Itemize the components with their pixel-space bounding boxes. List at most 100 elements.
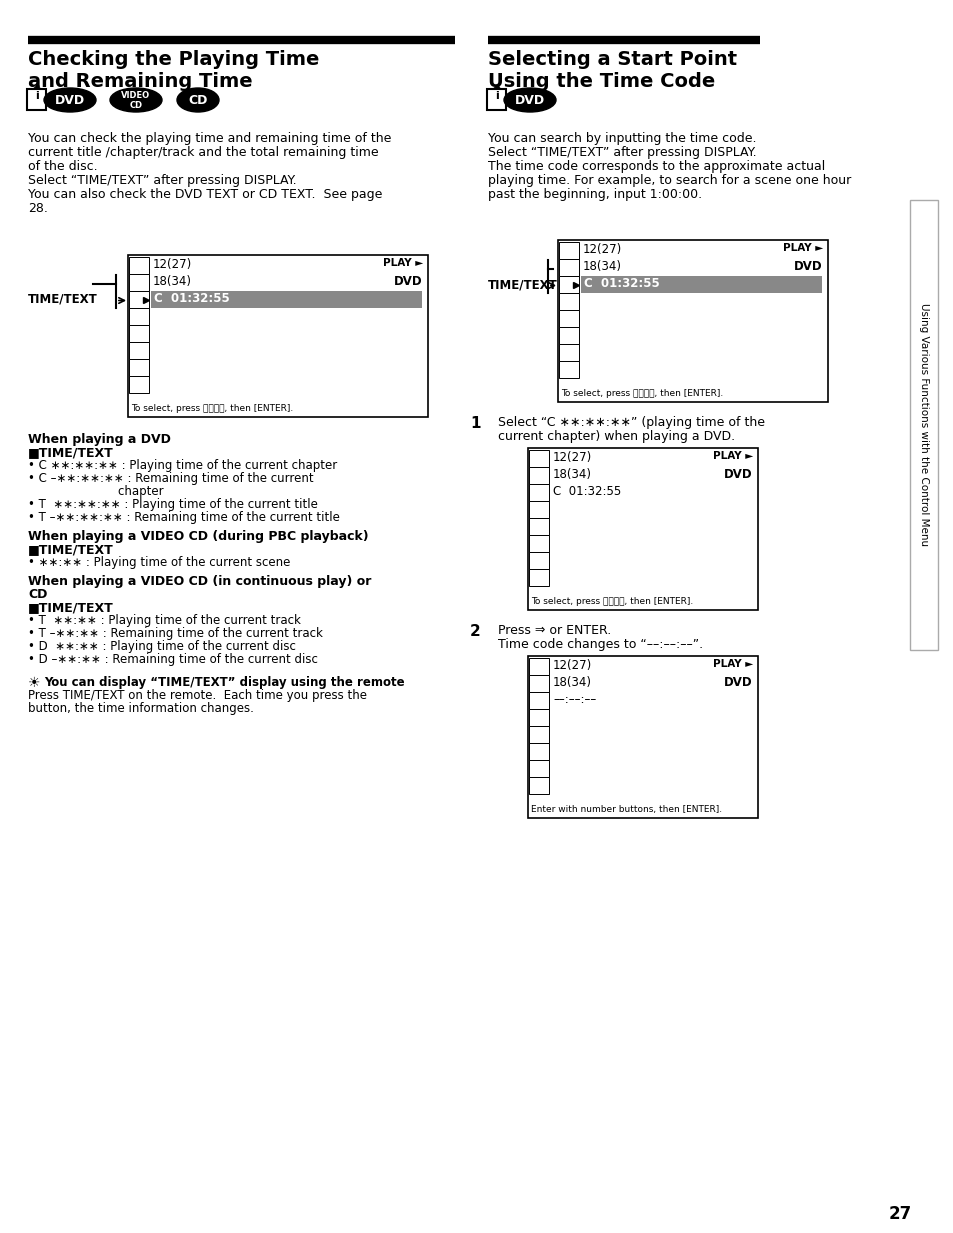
Text: DVD: DVD — [794, 260, 822, 272]
Bar — [558, 327, 578, 344]
Text: PLAY ►: PLAY ► — [781, 243, 822, 253]
Bar — [129, 326, 149, 342]
Text: You can also check the DVD TEXT or CD TEXT.  See page: You can also check the DVD TEXT or CD TE… — [28, 187, 382, 201]
Text: The time code corresponds to the approximate actual: The time code corresponds to the approxi… — [488, 160, 824, 173]
Bar — [529, 552, 548, 568]
Text: You can display “TIME/TEXT” display using the remote: You can display “TIME/TEXT” display usin… — [44, 676, 404, 689]
Bar — [558, 344, 578, 361]
Bar — [129, 308, 149, 326]
Bar — [529, 485, 548, 501]
Text: Time code changes to “––:––:––”.: Time code changes to “––:––:––”. — [497, 637, 702, 651]
Text: i: i — [495, 91, 498, 101]
Text: • T –∗∗:∗∗ : Remaining time of the current track: • T –∗∗:∗∗ : Remaining time of the curre… — [28, 628, 322, 640]
Text: • T –∗∗:∗∗:∗∗ : Remaining time of the current title: • T –∗∗:∗∗:∗∗ : Remaining time of the cu… — [28, 510, 339, 524]
Text: TIME/TEXT: TIME/TEXT — [28, 293, 97, 306]
Ellipse shape — [110, 88, 162, 112]
Bar — [529, 535, 548, 552]
Text: Using Various Functions with the Control Menu: Using Various Functions with the Control… — [918, 303, 928, 546]
Text: 12(27): 12(27) — [582, 243, 621, 256]
Text: Press ⇒ or ENTER.: Press ⇒ or ENTER. — [497, 624, 611, 637]
Text: You can search by inputting the time code.: You can search by inputting the time cod… — [488, 132, 756, 145]
Bar — [558, 309, 578, 327]
Bar — [529, 658, 548, 674]
Text: • ∗∗:∗∗ : Playing time of the current scene: • ∗∗:∗∗ : Playing time of the current sc… — [28, 556, 290, 568]
Text: • T  ∗∗:∗∗ : Playing time of the current track: • T ∗∗:∗∗ : Playing time of the current … — [28, 614, 300, 628]
Bar — [529, 743, 548, 760]
Bar — [558, 259, 578, 276]
Text: To select, press ⓦⓦⓦⓦ, then [ENTER].: To select, press ⓦⓦⓦⓦ, then [ENTER]. — [560, 388, 722, 398]
Text: Select “TIME/TEXT” after pressing DISPLAY.: Select “TIME/TEXT” after pressing DISPLA… — [28, 174, 296, 187]
Text: Press TIME/TEXT on the remote.  Each time you press the: Press TIME/TEXT on the remote. Each time… — [28, 689, 367, 702]
Text: DVD: DVD — [723, 676, 752, 689]
Text: Selecting a Start Point: Selecting a Start Point — [488, 51, 737, 69]
Bar — [558, 242, 578, 259]
Text: DVD: DVD — [55, 94, 85, 106]
Text: current title /chapter/track and the total remaining time: current title /chapter/track and the tot… — [28, 145, 378, 159]
Text: and Remaining Time: and Remaining Time — [28, 72, 253, 91]
Bar — [128, 255, 428, 417]
Text: DVD: DVD — [394, 275, 422, 289]
Text: Select “C ∗∗:∗∗:∗∗” (playing time of the: Select “C ∗∗:∗∗:∗∗” (playing time of the — [497, 416, 764, 429]
Bar — [527, 656, 758, 817]
FancyBboxPatch shape — [28, 89, 47, 110]
Text: • D –∗∗:∗∗ : Remaining time of the current disc: • D –∗∗:∗∗ : Remaining time of the curre… — [28, 653, 317, 666]
Bar — [580, 276, 821, 293]
Bar — [529, 467, 548, 485]
Text: i: i — [35, 91, 39, 101]
Bar — [529, 501, 548, 518]
Text: DVD: DVD — [515, 94, 544, 106]
Text: Enter with number buttons, then [ENTER].: Enter with number buttons, then [ENTER]. — [531, 805, 721, 814]
Bar — [529, 760, 548, 777]
Text: VIDEO: VIDEO — [121, 91, 151, 101]
FancyBboxPatch shape — [487, 89, 506, 110]
Text: 18(34): 18(34) — [553, 676, 592, 689]
Bar — [527, 448, 758, 610]
Bar — [529, 450, 548, 467]
Text: 12(27): 12(27) — [553, 451, 592, 464]
Text: 27: 27 — [887, 1205, 911, 1223]
Text: You can check the playing time and remaining time of the: You can check the playing time and remai… — [28, 132, 391, 145]
Text: 2: 2 — [470, 624, 480, 639]
Bar — [529, 568, 548, 586]
Text: Using the Time Code: Using the Time Code — [488, 72, 715, 91]
Bar — [558, 293, 578, 309]
Bar — [129, 359, 149, 376]
Ellipse shape — [503, 88, 556, 112]
Ellipse shape — [177, 88, 219, 112]
Text: • D  ∗∗:∗∗ : Playing time of the current disc: • D ∗∗:∗∗ : Playing time of the current … — [28, 640, 295, 653]
Text: 18(34): 18(34) — [152, 275, 192, 289]
Bar — [529, 777, 548, 794]
Text: TIME/TEXT: TIME/TEXT — [488, 277, 558, 291]
Bar — [909, 200, 937, 650]
Text: CD: CD — [188, 94, 208, 106]
Bar — [129, 376, 149, 393]
Text: • C ∗∗:∗∗:∗∗ : Playing time of the current chapter: • C ∗∗:∗∗:∗∗ : Playing time of the curre… — [28, 459, 337, 472]
Text: To select, press ⓦⓦⓦⓦ, then [ENTER].: To select, press ⓦⓦⓦⓦ, then [ENTER]. — [531, 597, 693, 605]
Text: CD: CD — [28, 588, 48, 600]
Bar — [129, 342, 149, 359]
Bar — [129, 274, 149, 291]
Text: C  01:32:55: C 01:32:55 — [153, 292, 230, 305]
Text: C  01:32:55: C 01:32:55 — [553, 485, 620, 498]
Bar — [129, 256, 149, 274]
Text: 1: 1 — [470, 416, 480, 432]
Text: 28.: 28. — [28, 202, 48, 215]
Text: PLAY ►: PLAY ► — [712, 451, 752, 461]
Text: • T  ∗∗:∗∗:∗∗ : Playing time of the current title: • T ∗∗:∗∗:∗∗ : Playing time of the curre… — [28, 498, 317, 510]
Text: past the beginning, input 1:00:00.: past the beginning, input 1:00:00. — [488, 187, 701, 201]
Text: 12(27): 12(27) — [152, 258, 193, 271]
Bar — [529, 726, 548, 743]
Text: chapter: chapter — [28, 485, 164, 498]
Text: • C –∗∗:∗∗:∗∗ : Remaining time of the current: • C –∗∗:∗∗:∗∗ : Remaining time of the cu… — [28, 472, 314, 485]
Text: To select, press ⓦⓦⓦⓦ, then [ENTER].: To select, press ⓦⓦⓦⓦ, then [ENTER]. — [131, 404, 293, 413]
Text: PLAY ►: PLAY ► — [712, 658, 752, 670]
Text: ■TIME/TEXT: ■TIME/TEXT — [28, 600, 113, 614]
Text: 18(34): 18(34) — [582, 260, 621, 272]
Text: When playing a VIDEO CD (during PBC playback): When playing a VIDEO CD (during PBC play… — [28, 530, 368, 543]
Bar — [558, 361, 578, 379]
Text: PLAY ►: PLAY ► — [382, 258, 422, 268]
Bar — [529, 692, 548, 709]
Text: Checking the Playing Time: Checking the Playing Time — [28, 51, 319, 69]
Text: ––:––:––: ––:––:–– — [553, 693, 596, 707]
Text: current chapter) when playing a DVD.: current chapter) when playing a DVD. — [497, 430, 735, 443]
